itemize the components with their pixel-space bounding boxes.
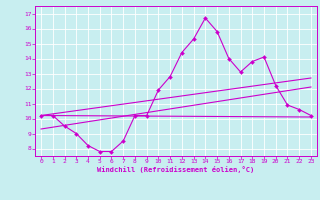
X-axis label: Windchill (Refroidissement éolien,°C): Windchill (Refroidissement éolien,°C) <box>97 166 255 173</box>
